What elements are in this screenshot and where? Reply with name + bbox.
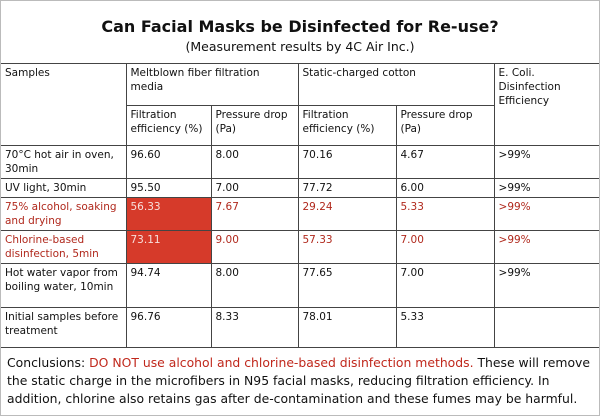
value-cell: 73.11 <box>125 230 212 264</box>
group-header: Samples <box>1 63 127 146</box>
value-cell: 77.65 <box>297 263 397 308</box>
data-row: 75% alcohol, soaking and drying 56.33 7.67… <box>1 197 600 231</box>
header-row: Samples Meltblown fiber filtration media S… <box>1 63 600 146</box>
value-cell: 8.33 <box>210 307 299 348</box>
value-cell: >99% <box>493 178 600 198</box>
value-cell: 6.00 <box>395 178 495 198</box>
sample-cell: Hot water vapor from boiling water, 10mi… <box>1 263 127 308</box>
value-cell <box>493 307 600 348</box>
value-cell: 4.67 <box>395 145 495 179</box>
group-header: E. Coli. Disinfection Efficiency <box>493 63 600 146</box>
value-cell: >99% <box>493 263 600 308</box>
sample-cell: 70°C hot air in oven, 30min <box>1 145 127 179</box>
value-cell: 56.33 <box>125 197 212 231</box>
sample-cell: UV light, 30min <box>1 178 127 198</box>
value-cell: >99% <box>493 197 600 231</box>
title: Can Facial Masks be Disinfected for Re-u… <box>101 17 499 36</box>
value-cell: 29.24 <box>297 197 397 231</box>
subtitle: (Measurement results by 4C Air Inc.) <box>185 39 415 54</box>
value-cell: >99% <box>493 230 600 264</box>
value-cell: 9.00 <box>210 230 299 264</box>
value-cell: 96.76 <box>125 307 212 348</box>
value-cell: 57.33 <box>297 230 397 264</box>
conclusion-text: These will remove the static charge in t… <box>7 355 590 406</box>
value-cell: 5.33 <box>395 197 495 231</box>
data-row: Chlorine-based disinfection, 5min 73.11 9.… <box>1 230 600 264</box>
subheader: Filtration efficiency (%) <box>297 105 397 146</box>
sample-cell: Chlorine-based disinfection, 5min <box>1 230 127 264</box>
data-row: Initial samples before treatment 96.76 8.3… <box>1 307 600 348</box>
group-header: Static-charged cotton <box>297 63 495 106</box>
subheader: Pressure drop (Pa) <box>210 105 299 146</box>
value-cell: 7.00 <box>395 230 495 264</box>
value-cell: 7.00 <box>210 178 299 198</box>
subheader-row: Filtration efficiency (%) Pressure drop (… <box>1 105 599 146</box>
value-cell: 95.50 <box>125 178 212 198</box>
results-table: Samples Meltblown fiber filtration media S… <box>1 63 600 348</box>
value-cell: 77.72 <box>297 178 397 198</box>
sample-cell: Initial samples before treatment <box>1 307 127 348</box>
data-row: Hot water vapor from boiling water, 10mi… <box>1 263 600 308</box>
data-row: UV light, 30min 95.50 7.00 77.72 6.00 >99% <box>1 178 600 198</box>
value-cell: 5.33 <box>395 307 495 348</box>
conclusion-warning: DO NOT use alcohol and chlorine-based di… <box>89 355 474 370</box>
value-cell: 7.00 <box>395 263 495 308</box>
value-cell: 78.01 <box>297 307 397 348</box>
group-header: Meltblown fiber filtration media <box>125 63 299 106</box>
data-row: 70°C hot air in oven, 30min 96.60 8.00 70.1… <box>1 145 600 179</box>
value-cell: 8.00 <box>210 145 299 179</box>
subheader: Pressure drop (Pa) <box>395 105 495 146</box>
value-cell: 7.67 <box>210 197 299 231</box>
sample-cell: 75% alcohol, soaking and drying <box>1 197 127 231</box>
value-cell: 96.60 <box>125 145 212 179</box>
conclusion-label: Conclusions: <box>7 355 90 370</box>
conclusion: Conclusions: DO NOT use alcohol and chlo… <box>1 348 599 414</box>
value-cell: 70.16 <box>297 145 397 179</box>
value-cell: 8.00 <box>210 263 299 308</box>
value-cell: 94.74 <box>125 263 212 308</box>
value-cell: >99% <box>493 145 600 179</box>
subheader: Filtration efficiency (%) <box>126 105 212 146</box>
